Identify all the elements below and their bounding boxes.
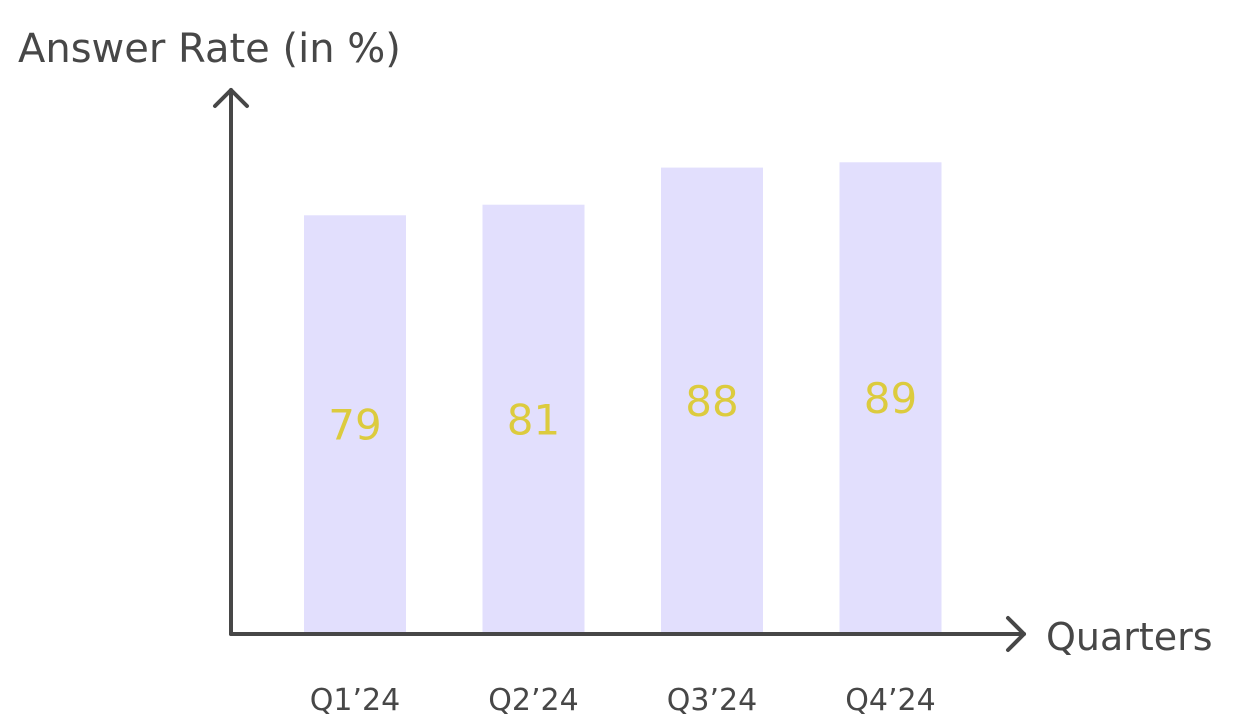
x-axis-label: Quarters — [1046, 615, 1213, 659]
y-axis-arrowhead — [213, 88, 249, 108]
x-tick-labels-group: Q1’24 Q2’24 Q3’24 Q4’24 — [310, 683, 936, 718]
bar-value-label-4: 89 — [864, 374, 917, 423]
bar-value-label-1: 79 — [328, 401, 381, 450]
bar-3 — [661, 167, 763, 634]
x-tick-label-4: Q4’24 — [845, 683, 935, 718]
bar-value-label-3: 88 — [685, 377, 738, 426]
value-labels-group: 79 81 88 89 — [328, 374, 917, 450]
x-tick-label-3: Q3’24 — [667, 683, 757, 718]
chart-title: Answer Rate (in %) — [18, 26, 401, 72]
x-axis-arrowhead — [1006, 616, 1026, 652]
x-tick-label-2: Q2’24 — [488, 683, 578, 718]
x-tick-label-1: Q1’24 — [310, 683, 400, 718]
bar-2 — [482, 204, 585, 634]
bar-4 — [839, 162, 942, 635]
bars-group — [304, 162, 942, 635]
bar-value-label-2: 81 — [507, 395, 560, 444]
bar-1 — [304, 215, 406, 635]
